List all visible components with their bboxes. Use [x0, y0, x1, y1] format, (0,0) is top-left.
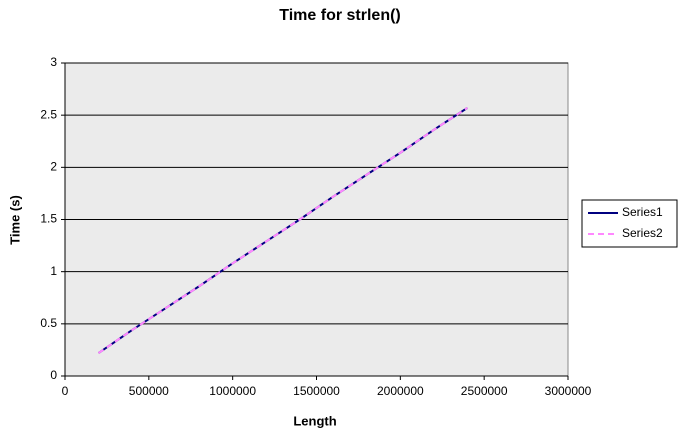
x-tick-label: 500000 [129, 384, 169, 398]
y-tick-label: 0 [50, 368, 57, 382]
y-tick-label: 2 [50, 160, 57, 174]
x-axis-label: Length [293, 413, 336, 428]
x-tick-label: 1500000 [293, 384, 340, 398]
legend-label: Series1 [622, 205, 663, 219]
legend-label: Series2 [622, 226, 663, 240]
y-axis-label: Time (s) [7, 195, 22, 245]
chart-title: Time for strlen() [279, 7, 401, 24]
x-tick-label: 2000000 [377, 384, 424, 398]
x-tick-label: 0 [62, 384, 69, 398]
y-tick-label: 1.5 [40, 212, 57, 226]
series-line [97, 107, 468, 354]
y-tick-label: 1 [50, 264, 57, 278]
y-tick-label: 0.5 [40, 316, 57, 330]
x-tick-label: 2500000 [461, 384, 508, 398]
y-tick-label: 2.5 [40, 107, 57, 121]
x-tick-label: 1000000 [209, 384, 256, 398]
legend-box [581, 199, 678, 248]
y-tick-label: 3 [50, 55, 57, 69]
x-tick-label: 3000000 [545, 384, 592, 398]
